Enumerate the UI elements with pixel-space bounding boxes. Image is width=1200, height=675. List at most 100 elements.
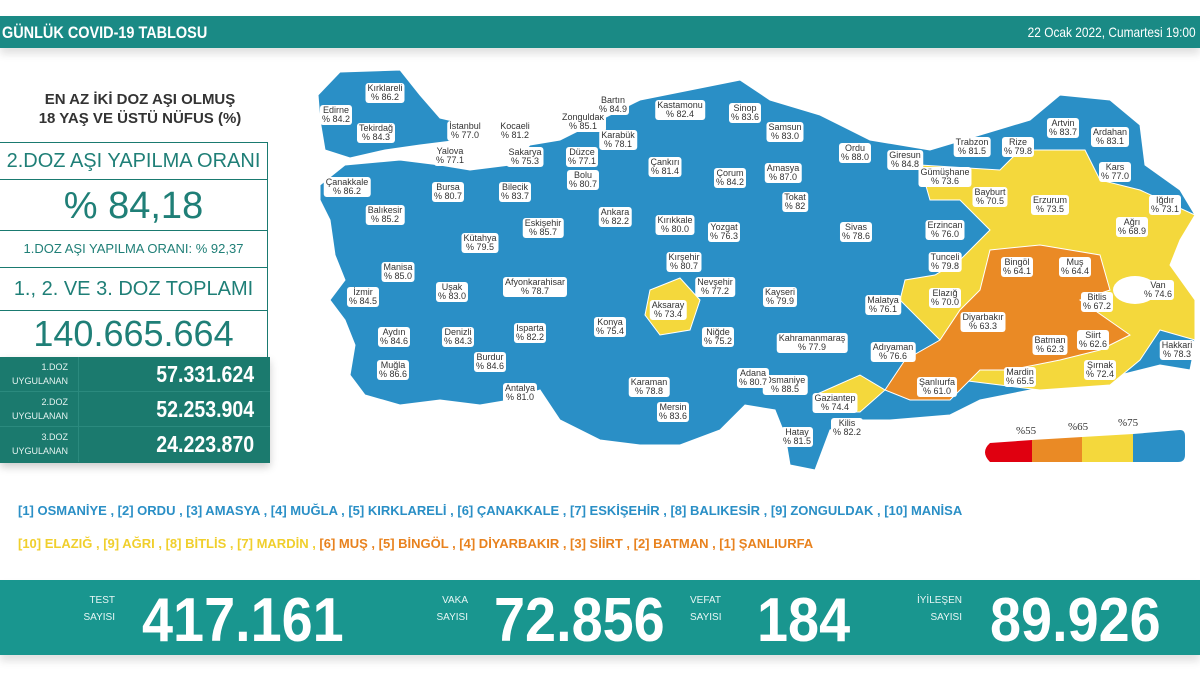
province-value: % 82.4 bbox=[665, 109, 695, 119]
province-value: % 84.2 bbox=[321, 114, 351, 124]
province-label: Edirne% 84.2 bbox=[319, 105, 353, 125]
province-value: % 61.0 bbox=[922, 386, 952, 396]
death-label: VEFAT SAYISI bbox=[690, 595, 722, 623]
province-value: % 86.2 bbox=[370, 92, 400, 102]
province-value: % 80.0 bbox=[660, 224, 690, 234]
region-orange-southeast bbox=[884, 244, 1131, 401]
province-label: Bingöl% 64.1 bbox=[1000, 257, 1034, 277]
province-label: Çankırı% 81.4 bbox=[648, 157, 682, 177]
province-name: Zonguldak bbox=[561, 112, 605, 122]
province-name: Bayburt bbox=[974, 187, 1006, 197]
province-value: % 78.7 bbox=[520, 286, 550, 296]
province-label: Tokat% 82 bbox=[782, 192, 808, 212]
province-name: Sakarya bbox=[508, 147, 542, 157]
province-value: % 75.2 bbox=[703, 336, 733, 346]
province-label: Bolu% 80.7 bbox=[566, 170, 600, 190]
province-value: % 77.1 bbox=[435, 155, 465, 165]
province-label: Ordu% 88.0 bbox=[838, 143, 872, 163]
dose-value: 57.331.624 bbox=[156, 361, 254, 387]
province-name: Düzce bbox=[569, 147, 595, 157]
province-label: Elazığ% 70.0 bbox=[928, 288, 962, 308]
province-value: % 81.5 bbox=[782, 436, 812, 446]
province-label: Aksaray% 73.4 bbox=[649, 300, 687, 320]
province-name: Kırklareli bbox=[367, 83, 403, 93]
province-value: % 82.2 bbox=[515, 332, 545, 342]
province-value: % 88.0 bbox=[840, 152, 870, 162]
province-name: Kırşehir bbox=[668, 252, 700, 262]
province-label: Adıyaman% 76.6 bbox=[870, 342, 916, 362]
province-value: % 77.9 bbox=[797, 342, 827, 352]
province-value: % 88.5 bbox=[770, 384, 800, 394]
province-label: Kilis% 82.2 bbox=[830, 418, 864, 438]
legend-label: %65 bbox=[1068, 421, 1089, 433]
province-name: Uşak bbox=[441, 282, 463, 292]
province-value: % 86.6 bbox=[378, 369, 408, 379]
province-name: Bartın bbox=[600, 95, 625, 105]
province-name: Giresun bbox=[889, 150, 921, 160]
province-label: Adana% 80.7 bbox=[736, 368, 770, 388]
header-bar: GÜNLÜK COVID-19 TABLOSU 22 Ocak 2022, Cu… bbox=[0, 16, 1200, 48]
province-name: Kocaeli bbox=[500, 121, 530, 131]
province-value: % 83.6 bbox=[658, 411, 688, 421]
province-label: İstanbul% 77.0 bbox=[447, 121, 483, 141]
province-label: Kırıkkale% 80.0 bbox=[655, 215, 695, 235]
province-value: % 75.3 bbox=[510, 156, 540, 166]
province-value: % 64.1 bbox=[1002, 266, 1032, 276]
province-name: Mardin bbox=[1006, 367, 1034, 377]
province-value: % 79.8 bbox=[930, 261, 960, 271]
total-doses-label: 1., 2. VE 3. DOZ TOPLAMI bbox=[0, 267, 268, 311]
province-value: % 84.6 bbox=[379, 336, 409, 346]
province-name: Isparta bbox=[516, 323, 544, 333]
province-value: % 74.4 bbox=[820, 402, 850, 412]
province-name: Adana bbox=[739, 368, 767, 378]
province-name: Eskişehir bbox=[524, 218, 562, 228]
province-label: Tekirdağ% 84.3 bbox=[356, 123, 396, 143]
province-value: % 79.8 bbox=[1003, 146, 1033, 156]
province-name: Muş bbox=[1066, 257, 1084, 267]
province-value: % 77.0 bbox=[1100, 171, 1130, 181]
province-label: Isparta% 82.2 bbox=[513, 323, 547, 343]
province-label: Iğdır% 73.1 bbox=[1148, 195, 1182, 215]
province-label: Sinop% 83.6 bbox=[728, 103, 762, 123]
province-value: % 84.5 bbox=[348, 296, 378, 306]
province-label: Afyonkarahisar% 78.7 bbox=[502, 277, 568, 297]
province-name: Tekirdağ bbox=[358, 123, 394, 133]
province-name: Kütahya bbox=[463, 233, 497, 243]
province-label: Ağrı% 68.9 bbox=[1115, 217, 1149, 237]
recovered-label: İYİLEŞEN SAYISI bbox=[916, 595, 962, 623]
province-value: % 63.3 bbox=[968, 321, 998, 331]
province-value: % 82 bbox=[784, 201, 806, 211]
province-name: Erzincan bbox=[927, 220, 963, 230]
province-value: % 75.4 bbox=[595, 326, 625, 336]
province-name: Şanlıurfa bbox=[918, 377, 956, 387]
province-label: Burdur% 84.6 bbox=[473, 352, 507, 372]
province-name: Çorum bbox=[716, 168, 744, 178]
province-label: Mardin% 65.5 bbox=[1003, 367, 1037, 387]
province-label: Sivas% 78.6 bbox=[839, 222, 873, 242]
province-label: Bayburt% 70.5 bbox=[972, 187, 1008, 207]
province-value: % 76.3 bbox=[709, 231, 739, 241]
province-name: Tokat bbox=[784, 192, 806, 202]
province-label: Denizli% 84.3 bbox=[441, 327, 475, 347]
province-name: Erzurum bbox=[1032, 195, 1068, 205]
province-label: Nevşehir% 77.2 bbox=[695, 277, 735, 297]
province-name: Malatya bbox=[867, 295, 899, 305]
province-name: Ağrı bbox=[1123, 217, 1141, 227]
province-label: Ankara% 82.2 bbox=[598, 207, 632, 227]
province-value: % 74.6 bbox=[1143, 289, 1173, 299]
dose-row: 3.DOZ UYGULANAN 24.223.870 bbox=[0, 427, 270, 462]
province-value: % 86.2 bbox=[332, 186, 362, 196]
province-name: Bingöl bbox=[1004, 257, 1030, 267]
province-name: Ardahan bbox=[1092, 127, 1128, 137]
total-doses-value: 140.665.664 bbox=[0, 310, 268, 358]
province-name: Iğdır bbox=[1155, 195, 1174, 205]
province-label: Kırklareli% 86.2 bbox=[365, 83, 405, 103]
province-value: % 85.7 bbox=[528, 227, 558, 237]
province-name: Tunceli bbox=[930, 252, 960, 262]
test-label: TEST SAYISI bbox=[83, 595, 116, 623]
province-name: Karaman bbox=[630, 377, 668, 387]
province-label: Gümüşhane% 73.6 bbox=[918, 167, 972, 187]
province-value: % 80.7 bbox=[669, 261, 699, 271]
province-value: % 72.4 bbox=[1085, 369, 1115, 379]
province-name: Hakkari bbox=[1161, 340, 1193, 350]
